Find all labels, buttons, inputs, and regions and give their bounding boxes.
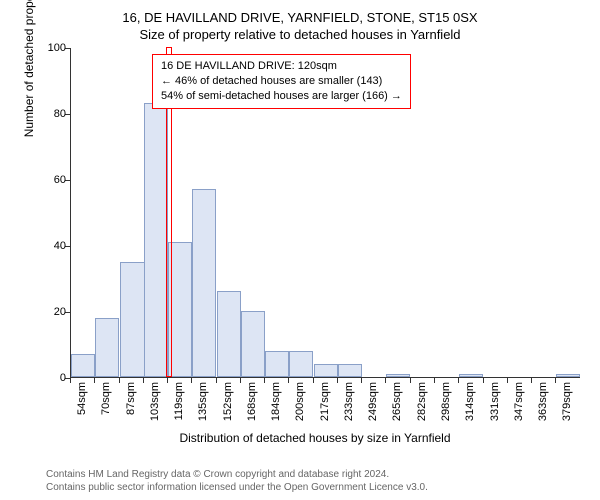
histogram-bar — [192, 189, 216, 377]
histogram-bar — [338, 364, 362, 377]
x-tick-label: 152sqm — [222, 382, 234, 426]
x-tick — [385, 378, 386, 383]
histogram-bar — [314, 364, 338, 377]
chart-title-main: 16, DE HAVILLAND DRIVE, YARNFIELD, STONE… — [0, 0, 600, 25]
x-tick-label: 70sqm — [100, 382, 112, 426]
x-tick-label: 249sqm — [367, 382, 379, 426]
x-tick-label: 347sqm — [513, 382, 525, 426]
y-tick-label: 40 — [38, 240, 66, 252]
histogram-bar — [241, 311, 265, 377]
x-tick-label: 200sqm — [294, 382, 306, 426]
histogram-bar — [71, 354, 95, 377]
histogram-bar — [95, 318, 119, 377]
x-tick — [555, 378, 556, 383]
x-tick — [507, 378, 508, 383]
footer-line-2: Contains public sector information licen… — [46, 482, 428, 495]
x-tick — [483, 378, 484, 383]
y-tick-label: 0 — [38, 372, 66, 384]
y-tick-label: 80 — [38, 108, 66, 120]
x-tick-label: 363sqm — [537, 382, 549, 426]
y-tick-label: 100 — [38, 42, 66, 54]
chart-title-sub: Size of property relative to detached ho… — [0, 25, 600, 42]
annotation-line: 54% of semi-detached houses are larger (… — [161, 89, 402, 104]
x-tick — [531, 378, 532, 383]
histogram-bar — [556, 374, 580, 377]
x-tick-label: 168sqm — [246, 382, 258, 426]
x-tick-label: 184sqm — [270, 382, 282, 426]
attribution-footer: Contains HM Land Registry data © Crown c… — [46, 469, 428, 494]
histogram-bar — [120, 262, 144, 378]
x-tick-label: 233sqm — [343, 382, 355, 426]
y-tick-label: 20 — [38, 306, 66, 318]
histogram-bar — [217, 291, 241, 377]
x-tick-label: 217sqm — [319, 382, 331, 426]
x-tick — [288, 378, 289, 383]
annotation-line: 16 DE HAVILLAND DRIVE: 120sqm — [161, 59, 402, 74]
x-tick — [167, 378, 168, 383]
x-tick-label: 314sqm — [464, 382, 476, 426]
x-tick — [216, 378, 217, 383]
x-tick — [70, 378, 71, 383]
x-tick — [264, 378, 265, 383]
x-tick — [313, 378, 314, 383]
x-tick — [143, 378, 144, 383]
histogram-bar — [289, 351, 313, 377]
x-tick — [434, 378, 435, 383]
x-tick — [119, 378, 120, 383]
x-tick-label: 298sqm — [440, 382, 452, 426]
x-axis-label: Distribution of detached houses by size … — [50, 431, 580, 445]
x-tick-label: 331sqm — [489, 382, 501, 426]
histogram-bar — [265, 351, 289, 377]
x-tick-label: 54sqm — [76, 382, 88, 426]
y-axis-label: Number of detached properties — [22, 0, 36, 137]
x-tick — [361, 378, 362, 383]
x-tick — [94, 378, 95, 383]
chart-container: Number of detached properties 0204060801… — [50, 48, 580, 418]
footer-line-1: Contains HM Land Registry data © Crown c… — [46, 469, 428, 482]
histogram-bar — [459, 374, 483, 377]
x-tick-label: 103sqm — [149, 382, 161, 426]
x-tick — [337, 378, 338, 383]
y-tick-label: 60 — [38, 174, 66, 186]
x-tick — [191, 378, 192, 383]
histogram-bar — [144, 103, 168, 377]
x-tick-label: 119sqm — [173, 382, 185, 426]
annotation-line: ← 46% of detached houses are smaller (14… — [161, 74, 402, 89]
x-tick-label: 135sqm — [197, 382, 209, 426]
plot-area: Number of detached properties 0204060801… — [70, 48, 580, 378]
highlight-annotation: 16 DE HAVILLAND DRIVE: 120sqm← 46% of de… — [152, 54, 411, 109]
x-tick-label: 282sqm — [416, 382, 428, 426]
x-tick-label: 87sqm — [125, 382, 137, 426]
x-tick-label: 379sqm — [561, 382, 573, 426]
x-tick-label: 265sqm — [391, 382, 403, 426]
x-tick — [458, 378, 459, 383]
x-tick — [240, 378, 241, 383]
histogram-bar — [386, 374, 410, 377]
x-tick — [410, 378, 411, 383]
